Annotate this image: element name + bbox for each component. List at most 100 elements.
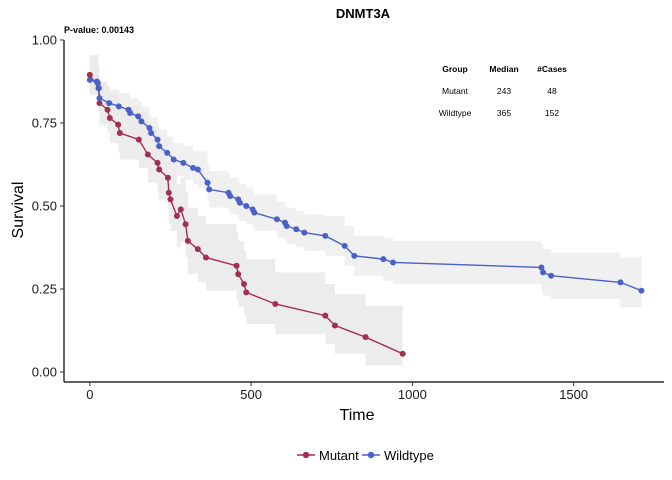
legend-key-mutant-marker [302,451,310,459]
data-point-wildtype [180,159,187,166]
data-point-wildtype [548,272,555,279]
data-point-wildtype [380,256,387,263]
chart-title: DNMT3A [336,6,391,21]
data-point-wildtype [351,252,358,259]
data-point-mutant [156,166,163,173]
legend-key-wildtype-marker [367,451,375,459]
data-point-mutant [96,100,103,107]
x-tick-label: 1500 [559,387,588,402]
data-point-mutant [177,206,184,213]
data-point-wildtype [96,95,103,102]
data-point-mutant [165,189,172,196]
table-cell-wildtype-median: 365 [497,108,511,118]
data-point-wildtype [135,113,142,120]
data-point-wildtype [322,232,329,239]
data-point-wildtype [115,103,122,110]
x-axis-label: Time [340,407,375,424]
data-point-mutant [167,196,174,203]
data-point-wildtype [538,264,545,271]
x-tick-label: 0 [86,387,93,402]
data-point-wildtype [170,156,177,163]
data-point-mutant [399,350,406,357]
data-point-mutant [243,289,250,296]
data-point-mutant [86,71,93,78]
table-cell-mutant-median: 243 [497,86,511,96]
data-point-wildtype [138,118,145,125]
data-point-mutant [104,106,111,113]
y-tick-label: 0.25 [32,282,57,297]
data-point-mutant [235,271,242,278]
data-point-wildtype [106,100,113,107]
data-point-wildtype [540,269,547,276]
table-cell-wildtype-cases: 152 [545,108,559,118]
x-tick-label: 1000 [398,387,427,402]
confidence-band-wildtype [89,68,642,316]
data-point-wildtype [617,279,624,286]
data-point-mutant [173,212,180,219]
legend-label-wildtype: Wildtype [384,448,434,463]
data-point-wildtype [293,226,300,233]
data-point-wildtype [148,129,155,136]
data-point-mutant [135,136,142,143]
data-point-wildtype [273,216,280,223]
y-tick-label: 1.00 [32,33,57,48]
tick-labels: 0 500 1000 1500 0.00 0.25 0.50 0.75 1.00 [32,33,588,403]
data-point-mutant [106,115,113,122]
data-point-mutant [331,322,338,329]
data-point-wildtype [154,136,161,143]
data-point-wildtype [341,242,348,249]
confidence-band-mutant [89,54,403,373]
table-cell-mutant-group: Mutant [442,86,469,96]
data-point-mutant [144,151,151,158]
data-point-wildtype [164,149,171,156]
data-point-mutant [362,334,369,341]
data-point-wildtype [127,110,134,117]
data-point-mutant [202,254,209,261]
data-point-wildtype [236,199,243,206]
data-point-wildtype [251,209,258,216]
data-point-wildtype [638,287,645,294]
table-header-median: Median [489,64,518,74]
table-cell-mutant-cases: 48 [547,86,557,96]
confidence-bands [89,54,642,373]
table-header-cases: #Cases [537,64,567,74]
data-point-wildtype [194,166,201,173]
series-points [86,71,645,357]
table-header-group: Group [442,64,468,74]
data-point-wildtype [243,203,250,210]
data-point-mutant [116,129,123,136]
data-point-mutant [194,246,201,253]
y-tick-label: 0.50 [32,199,57,214]
y-tick-label: 0.75 [32,116,57,131]
data-point-mutant [115,121,122,128]
y-axis-label: Survival [10,182,27,239]
data-point-wildtype [301,229,308,236]
summary-table: Group Median #Cases Mutant 243 48 Wildty… [439,64,567,118]
data-point-wildtype [227,193,234,200]
y-tick-label: 0.00 [32,365,57,380]
data-point-mutant [272,300,279,307]
data-point-wildtype [190,164,197,171]
data-point-wildtype [156,143,163,150]
p-value-annotation: P-value: 0.00143 [64,25,134,35]
table-cell-wildtype-group: Wildtype [439,108,472,118]
data-point-mutant [182,221,189,228]
data-point-wildtype [95,85,102,92]
data-point-mutant [164,174,171,181]
data-point-wildtype [283,222,290,229]
data-point-wildtype [204,179,211,186]
data-point-wildtype [94,80,101,87]
data-point-wildtype [390,259,397,266]
data-point-wildtype [206,186,213,193]
axes [60,39,664,386]
data-point-mutant [154,159,161,166]
data-point-wildtype [146,124,153,131]
data-point-wildtype [86,76,93,83]
data-point-mutant [184,237,191,244]
data-point-mutant [322,312,329,319]
legend-label-mutant: Mutant [319,448,359,463]
data-point-mutant [233,262,240,269]
legend: Mutant Wildtype [297,448,434,463]
data-point-mutant [241,281,247,288]
